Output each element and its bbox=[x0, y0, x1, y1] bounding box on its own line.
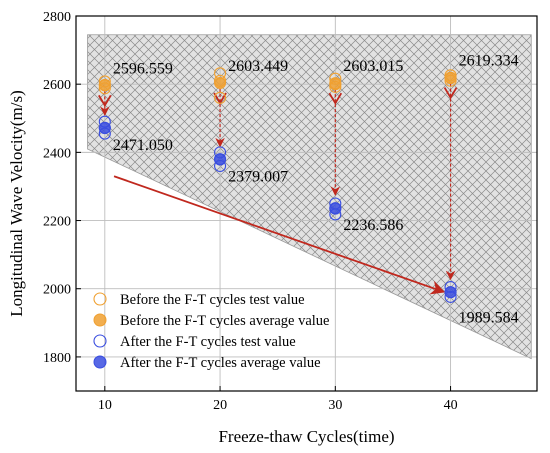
point-average-after bbox=[444, 286, 457, 299]
trend-arrow bbox=[113, 175, 446, 295]
data-label: 2471.050 bbox=[113, 137, 173, 154]
legend-marker-open bbox=[93, 292, 107, 306]
data-label: 2236.586 bbox=[343, 217, 403, 234]
legend: Before the F-T cycles test value Before t… bbox=[93, 292, 329, 371]
plot-frame bbox=[75, 15, 538, 392]
x-tick-label: 10 bbox=[98, 398, 112, 413]
point-average-after bbox=[214, 153, 227, 166]
x-tick-label: 40 bbox=[444, 398, 458, 413]
point-average-before bbox=[214, 77, 227, 90]
x-axis-title: Freeze-thaw Cycles(time) bbox=[218, 427, 394, 446]
legend-marker-open bbox=[93, 334, 107, 348]
x-tick-label: 20 bbox=[213, 398, 227, 413]
legend-marker-filled bbox=[93, 313, 107, 327]
point-average-before bbox=[98, 79, 111, 92]
data-label: 2603.449 bbox=[228, 58, 288, 75]
y-tick-label: 2400 bbox=[43, 146, 71, 161]
point-average-before bbox=[329, 77, 342, 90]
legend-marker-filled bbox=[93, 355, 107, 369]
point-average-after bbox=[329, 202, 342, 215]
drop-arrow-head-top bbox=[443, 87, 458, 100]
y-tick-label: 1800 bbox=[43, 351, 71, 366]
point-average-after bbox=[98, 122, 111, 135]
y-tick-label: 2600 bbox=[43, 78, 71, 93]
drop-arrow-head-top bbox=[328, 92, 343, 105]
data-label: 1989.584 bbox=[459, 309, 519, 326]
legend-entry-label: Before the F-T cycles average value bbox=[120, 313, 329, 329]
data-label: 2596.559 bbox=[113, 60, 173, 77]
x-tick-label: 30 bbox=[328, 398, 342, 413]
data-label: 2603.015 bbox=[343, 58, 403, 75]
axes-ticks: 10 20 30 40 1800 2000 2200 2400 2600 2800 bbox=[43, 10, 458, 413]
legend-entry-label: Before the F-T cycles test value bbox=[120, 292, 305, 308]
y-axis-title: Longitudinal Wave Velocity(m/s) bbox=[7, 90, 26, 317]
plot-area: 2596.559 2603.449 2603.015 2619.334 2471.050… bbox=[43, 10, 538, 413]
data-label: 2619.334 bbox=[459, 53, 519, 70]
drop-arrow-head-top bbox=[98, 94, 112, 108]
legend-entry-label: After the F-T cycles average value bbox=[120, 355, 321, 371]
arrows-layer bbox=[98, 83, 458, 295]
data-labels-layer: 2596.559 2603.449 2603.015 2619.334 2471.050… bbox=[113, 53, 519, 327]
shaded-region-layer bbox=[87, 34, 532, 360]
y-tick-label: 2000 bbox=[43, 283, 71, 298]
legend-entry-label: After the F-T cycles test value bbox=[120, 334, 296, 350]
points-layer bbox=[98, 67, 457, 303]
point-test-before bbox=[214, 91, 227, 104]
point-average-before bbox=[444, 71, 457, 84]
y-tick-label: 2800 bbox=[43, 10, 71, 25]
data-label: 2379.007 bbox=[228, 169, 288, 186]
y-tick-label: 2200 bbox=[43, 215, 71, 230]
shaded-region bbox=[87, 34, 532, 360]
